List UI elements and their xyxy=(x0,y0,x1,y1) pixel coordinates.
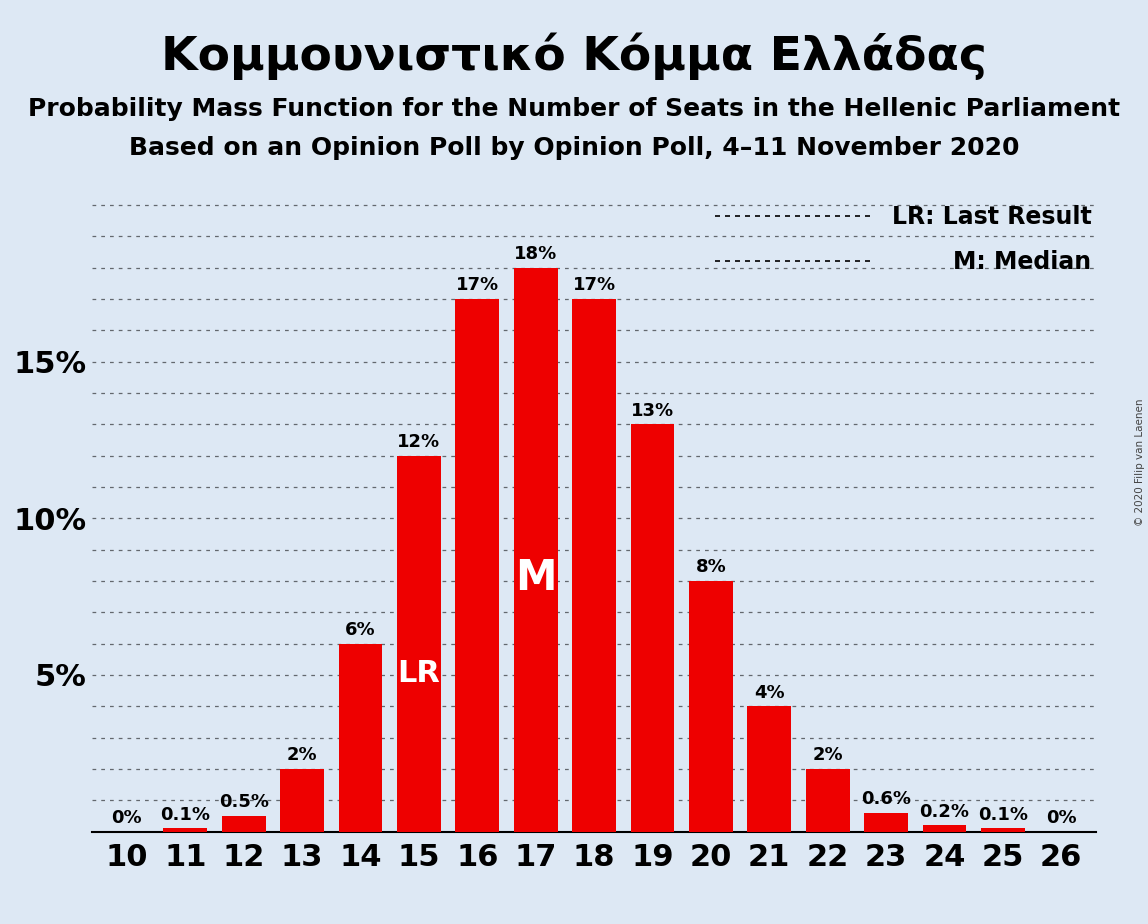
Text: 2%: 2% xyxy=(287,747,317,764)
Bar xyxy=(339,644,382,832)
Text: 0.2%: 0.2% xyxy=(920,803,970,821)
Text: 18%: 18% xyxy=(514,245,557,263)
Text: M: Median: M: Median xyxy=(953,250,1092,274)
Text: 4%: 4% xyxy=(754,684,784,701)
Text: 6%: 6% xyxy=(346,621,375,639)
Bar xyxy=(572,299,616,832)
Bar xyxy=(163,829,207,832)
Text: © 2020 Filip van Laenen: © 2020 Filip van Laenen xyxy=(1134,398,1145,526)
Text: LR: Last Result: LR: Last Result xyxy=(892,205,1092,229)
Text: 17%: 17% xyxy=(456,276,499,295)
Bar xyxy=(222,816,265,832)
Text: 0%: 0% xyxy=(1046,808,1077,827)
Bar xyxy=(280,769,324,832)
Text: 8%: 8% xyxy=(696,558,727,577)
Text: 0.1%: 0.1% xyxy=(978,806,1027,824)
Bar xyxy=(397,456,441,832)
Text: 17%: 17% xyxy=(573,276,615,295)
Bar xyxy=(923,825,967,832)
Bar xyxy=(456,299,499,832)
Text: M: M xyxy=(515,557,557,599)
Text: Based on an Opinion Poll by Opinion Poll, 4–11 November 2020: Based on an Opinion Poll by Opinion Poll… xyxy=(129,136,1019,160)
Bar xyxy=(689,581,732,832)
Bar xyxy=(864,813,908,832)
Bar xyxy=(806,769,850,832)
Bar xyxy=(514,268,558,832)
Text: 0.6%: 0.6% xyxy=(861,790,912,808)
Text: 0.5%: 0.5% xyxy=(218,793,269,811)
Text: Κομμουνιστικό Κόμμα Ελλάδας: Κομμουνιστικό Κόμμα Ελλάδας xyxy=(161,32,987,79)
Text: LR: LR xyxy=(397,659,441,688)
Bar xyxy=(982,829,1025,832)
Text: 0.1%: 0.1% xyxy=(161,806,210,824)
Text: 12%: 12% xyxy=(397,433,441,451)
Text: 0%: 0% xyxy=(111,808,142,827)
Bar xyxy=(630,424,674,832)
Text: Probability Mass Function for the Number of Seats in the Hellenic Parliament: Probability Mass Function for the Number… xyxy=(28,97,1120,121)
Text: 2%: 2% xyxy=(813,747,843,764)
Bar xyxy=(747,706,791,832)
Text: 13%: 13% xyxy=(631,402,674,419)
